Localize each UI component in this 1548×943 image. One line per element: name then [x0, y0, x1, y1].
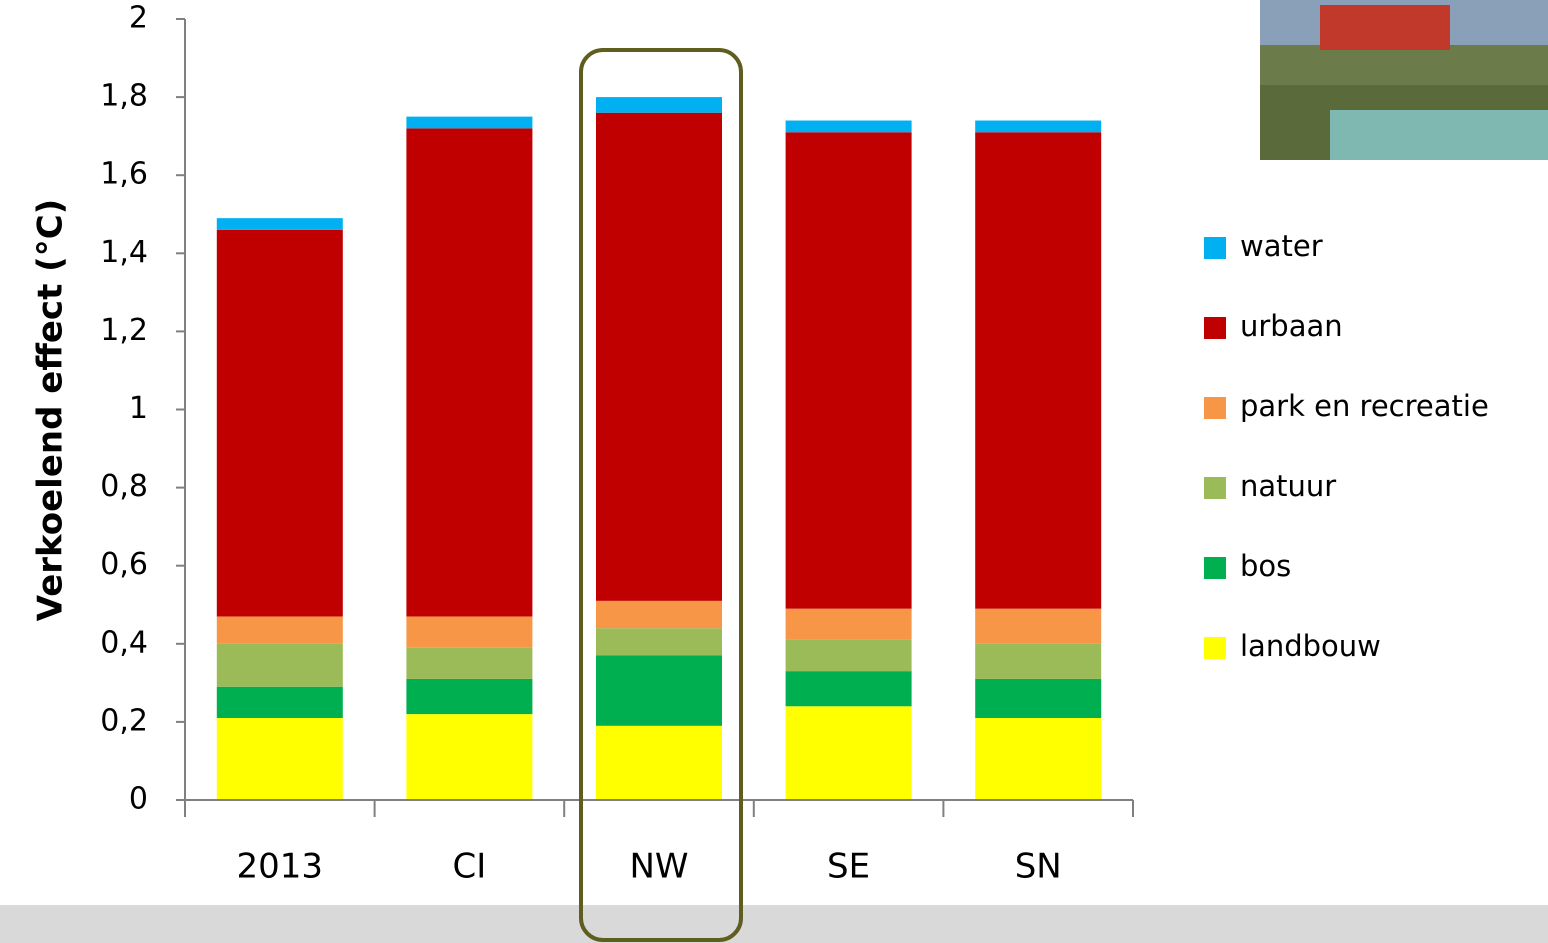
y-tick-label: 1,8 [100, 79, 148, 114]
legend-swatch [1204, 397, 1226, 419]
bar-segment [975, 120, 1102, 133]
bar-segment [216, 218, 343, 230]
y-tick-label: 2 [129, 1, 148, 36]
bar-segment [406, 116, 533, 129]
y-tick-label: 0,8 [100, 469, 148, 504]
bar-segment [975, 717, 1102, 800]
bar-segment [406, 647, 533, 679]
y-tick-label: 1,2 [100, 313, 148, 348]
legend-swatch [1204, 637, 1226, 659]
y-tick-label: 0,6 [100, 547, 148, 582]
x-tick-label: SE [827, 847, 870, 887]
bar-segment [785, 120, 912, 133]
bar-segment [596, 600, 722, 629]
bar-segment [596, 112, 722, 601]
bar-segment [785, 706, 912, 800]
legend-label: park en recreatie [1240, 389, 1489, 423]
highlight-box [579, 48, 743, 942]
legend-label: water [1240, 229, 1323, 263]
y-tick-label: 0 [129, 782, 148, 817]
bar-segment [406, 616, 533, 648]
bar-segment [785, 639, 912, 672]
bar-segment [216, 686, 343, 718]
bar-segment [216, 616, 343, 644]
y-tick-label: 0,2 [100, 703, 148, 738]
legend-label: urbaan [1240, 309, 1343, 343]
bar-segment [216, 717, 343, 800]
bar-segment [596, 655, 722, 726]
x-tick-label: SN [1015, 847, 1062, 887]
bar-segment [785, 132, 912, 609]
legend-label: landbouw [1240, 629, 1381, 663]
bar-segment [216, 643, 343, 687]
bar-segment [785, 671, 912, 707]
bar-segment [596, 97, 722, 113]
legend-swatch [1204, 557, 1226, 579]
y-tick-label: 1,6 [100, 157, 148, 192]
bar-segment [406, 678, 533, 715]
legend-swatch [1204, 237, 1226, 259]
bar-segment [216, 229, 343, 617]
x-tick-label: NW [629, 847, 688, 887]
bar-segment [975, 608, 1102, 644]
bar-segment [406, 128, 533, 617]
bar-segment [975, 132, 1102, 609]
y-tick-label: 0,4 [100, 625, 148, 660]
photo [1260, 0, 1548, 160]
bar-segment [785, 608, 912, 640]
legend-swatch [1204, 477, 1226, 499]
legend-swatch [1204, 317, 1226, 339]
bar-segment [406, 714, 533, 800]
bar-segment [975, 643, 1102, 679]
bottom-strip [0, 905, 1548, 943]
bar-segment [596, 725, 722, 800]
bar-segment [596, 628, 722, 656]
x-tick-label: CI [453, 847, 487, 887]
y-axis-label: Verkoelend effect (°C) [31, 199, 71, 621]
y-tick-label: 1,4 [100, 235, 148, 270]
legend-label: bos [1240, 549, 1291, 583]
y-tick-label: 1 [129, 391, 148, 426]
x-tick-label: 2013 [237, 847, 324, 887]
legend-label: natuur [1240, 469, 1336, 503]
bar-segment [975, 678, 1102, 718]
